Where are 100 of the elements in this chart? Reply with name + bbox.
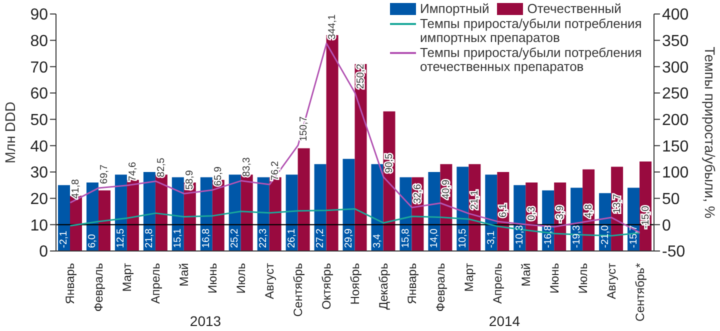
data-label: 6,0	[87, 234, 98, 248]
y2-tick-label: 400	[662, 6, 689, 24]
bar	[126, 180, 139, 251]
x-tick-label: Июнь	[547, 263, 562, 294]
x-tick-label: Декабрь	[376, 263, 390, 310]
bar	[371, 164, 384, 251]
data-label: 82,5	[156, 157, 168, 178]
y2-tick-label: 350	[662, 33, 689, 50]
y2-tick-label: 100	[662, 164, 689, 182]
data-label: 40,9	[440, 179, 452, 200]
data-label: -16,8	[542, 224, 554, 248]
x-tick-label: Апрель	[148, 263, 163, 304]
data-label: 25,2	[230, 228, 241, 248]
legend-label: Отечественный	[526, 1, 622, 16]
bar	[342, 158, 355, 251]
bar	[58, 185, 70, 251]
x-tick-label: Июль	[234, 263, 248, 294]
data-label: 14,0	[428, 228, 440, 248]
x-tick-label: Июль	[576, 263, 590, 294]
x-tick-label: Январь	[404, 263, 419, 304]
data-label: 21,1	[469, 190, 480, 210]
data-label: -3,1	[486, 230, 497, 248]
data-label: 74,6	[128, 161, 139, 182]
legend-label: Импортный	[419, 1, 490, 16]
data-label: -3,9	[554, 205, 566, 223]
bar	[485, 174, 498, 251]
x-tick-label: Август	[262, 262, 277, 300]
data-label: 27,2	[315, 228, 326, 248]
x-tick-label: Июнь	[206, 263, 220, 294]
x-tick-label: Февраль	[92, 263, 106, 312]
x-tick-label: Апрель	[490, 263, 504, 304]
bar	[98, 190, 110, 251]
x-tick-label: Май	[518, 263, 533, 287]
data-label: 250,2	[356, 63, 366, 89]
data-label: -15,0	[640, 205, 652, 229]
data-label: -19,3	[571, 224, 582, 248]
data-label: 90,5	[384, 153, 395, 174]
data-label: 10,5	[457, 228, 468, 248]
y-tick-label: 90	[30, 6, 48, 24]
bar	[298, 148, 310, 251]
data-label: 6,1	[498, 203, 509, 218]
x-tick-label: Февраль	[433, 263, 448, 312]
data-label: 21,8	[144, 228, 156, 248]
y2-tick-label: 0	[662, 217, 671, 234]
text: 2013	[190, 313, 222, 329]
y2-tick-label: 300	[662, 59, 689, 76]
data-label: 65,9	[213, 166, 224, 186]
data-label: 3,4	[372, 234, 383, 248]
y-axis-title: Млн DDD	[2, 102, 18, 164]
y2-tick-label: -50	[662, 244, 686, 261]
data-label: 15,1	[172, 228, 184, 248]
y2-tick-label: 50	[662, 191, 680, 208]
y2-tick-label: 200	[662, 112, 689, 130]
y-tick-label: 60	[30, 86, 48, 103]
y-tick-label: 30	[30, 164, 48, 182]
y2-axis-title: Темпы прироста/убыли, %	[702, 46, 718, 218]
legend-label: Темпы прироста/убыли потребления отечественных препаратов	[420, 45, 643, 74]
data-label: 32,6	[412, 184, 424, 204]
data-label: 16,8	[201, 228, 212, 248]
y-tick-label: 70	[30, 59, 48, 76]
bar	[314, 164, 326, 251]
data-label: -10,3	[514, 224, 526, 248]
x-tick-label: Сентябрь*	[632, 262, 647, 322]
y-tick-label: 20	[30, 191, 48, 208]
data-label: 22,3	[258, 228, 270, 248]
data-label: 13,7	[612, 194, 623, 214]
y-tick-label: 50	[30, 112, 48, 130]
data-label: -21,0	[600, 224, 611, 248]
bar	[240, 174, 253, 251]
y-tick-label: 10	[30, 217, 48, 234]
y-tick-label: 0	[39, 244, 48, 261]
data-label: 41,8	[70, 178, 82, 199]
data-label: 58,9	[184, 170, 196, 190]
x-tick-label: Август	[604, 262, 618, 300]
x-tick-label: Май	[177, 263, 192, 287]
x-tick-label: Январь	[63, 263, 78, 304]
legend-label: Темпы прироста/убыли потребления импортных препаратов	[420, 16, 643, 45]
y2-tick-label: 250	[662, 86, 689, 103]
data-label: 0,3	[526, 206, 538, 221]
x-tick-label: Октябрь	[320, 263, 334, 310]
x-tick-label: Март	[120, 262, 134, 292]
data-label: 76,2	[270, 160, 282, 181]
x-tick-label: Ноябрь	[348, 263, 362, 305]
data-label: 29,9	[344, 228, 354, 248]
data-label: 4,8	[583, 204, 594, 218]
data-label: 69,7	[99, 164, 110, 184]
y2-tick-label: 150	[662, 138, 689, 156]
data-label: -2,1	[58, 230, 70, 248]
data-label: 15,8	[400, 228, 412, 248]
data-label: -15,7	[628, 224, 640, 248]
data-label: 26,1	[286, 228, 298, 248]
text: 2014	[488, 313, 520, 329]
data-label: 344,1	[327, 14, 338, 40]
data-label: 12,5	[116, 228, 127, 248]
y-tick-label: 40	[30, 138, 48, 156]
data-label: 150,7	[298, 116, 310, 142]
y-tick-label: 80	[30, 33, 48, 50]
x-tick-label: Март	[462, 262, 476, 292]
x-tick-label: Сентябрь	[291, 263, 306, 317]
data-label: 83,3	[242, 156, 253, 177]
